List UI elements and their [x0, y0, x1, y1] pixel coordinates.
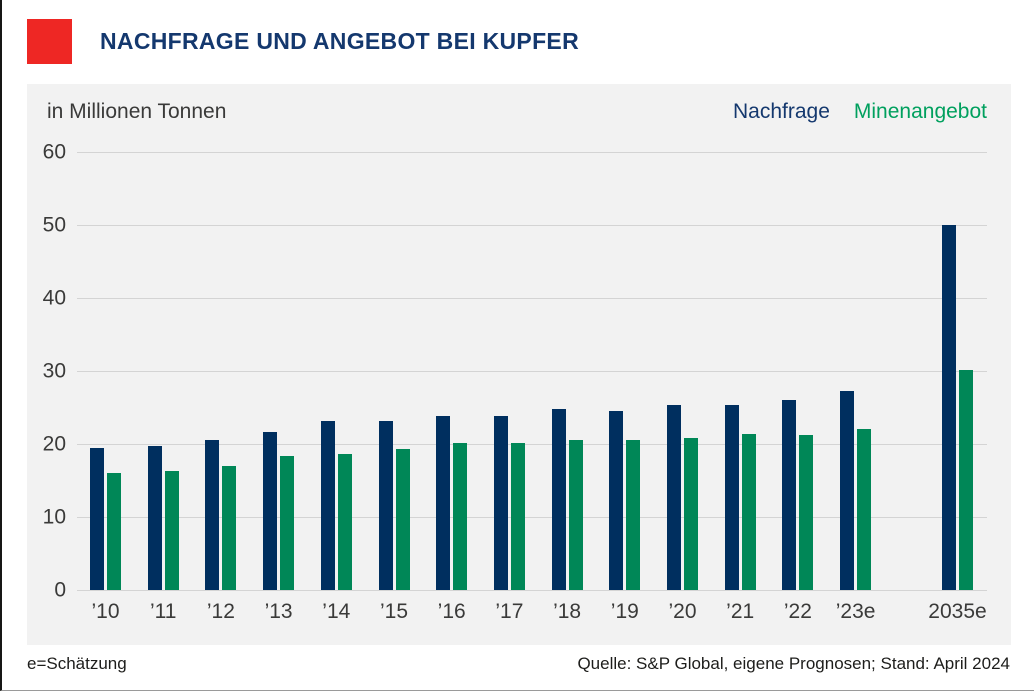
chart-panel-header: in Millionen Tonnen Nachfrage Minenangeb…: [47, 100, 987, 124]
y-tick-label-20: 20: [42, 432, 66, 456]
x-tick-label-’20: ’20: [668, 600, 697, 623]
y-tick-label-30: 30: [42, 359, 66, 383]
bar-group-’15: [378, 420, 410, 590]
bar-nachfrage-’22: [782, 400, 797, 590]
bar-nachfrage-’20: [667, 404, 681, 590]
bar-nachfrage-’21: [724, 405, 739, 590]
bar-minenangebot-’21: [741, 433, 756, 590]
gridline-30: [77, 371, 987, 372]
bar-minenangebot-’15: [395, 449, 410, 590]
unit-label: in Millionen Tonnen: [47, 100, 227, 123]
bar-group-’21: [724, 405, 756, 590]
bar-group-2035e: [942, 225, 973, 590]
bar-nachfrage-’14: [320, 421, 335, 590]
bar-minenangebot-’11: [164, 471, 179, 590]
gridline-60: [77, 152, 987, 153]
bar-nachfrage-’12: [205, 440, 220, 590]
legend-item-nachfrage: Nachfrage: [733, 100, 830, 123]
gridline-20: [77, 444, 987, 445]
bar-group-’16: [436, 416, 468, 590]
y-tick-label-10: 10: [42, 505, 66, 529]
x-tick-label-’11: ’11: [149, 600, 177, 623]
page-title: NACHFRAGE UND ANGEBOT BEI KUPFER: [100, 28, 579, 54]
y-tick-label-40: 40: [42, 286, 66, 310]
bar-minenangebot-’13: [280, 456, 295, 590]
x-tick-label-’12: ’12: [206, 600, 235, 623]
bar-nachfrage-’11: [147, 445, 162, 590]
bar-group-’19: [609, 411, 641, 590]
red-square-logo-icon: [27, 19, 72, 64]
bar-group-’17: [493, 415, 525, 590]
bar-minenangebot-’10: [107, 473, 121, 590]
bar-group-’20: [667, 404, 698, 590]
bar-nachfrage-’10: [90, 447, 104, 590]
x-tick-label-2035e: 2035e: [928, 600, 987, 623]
x-tick-label-’10: ’10: [91, 600, 120, 623]
bar-group-’12: [205, 440, 237, 590]
footer: e=Schätzung Quelle: S&P Global, eigene P…: [27, 654, 1010, 674]
gridline-10: [77, 517, 987, 518]
bar-group-’22: [782, 400, 814, 590]
x-tick-label-’15: ’15: [379, 600, 409, 623]
bar-minenangebot-’17: [510, 443, 525, 590]
chart-panel: in Millionen Tonnen Nachfrage Minenangeb…: [27, 84, 1011, 645]
bar-group-’14: [320, 421, 352, 590]
bar-nachfrage-’19: [609, 411, 624, 590]
bar-nachfrage-’18: [551, 409, 566, 590]
bar-nachfrage-’17: [493, 415, 508, 590]
bar-minenangebot-2035e: [959, 369, 973, 590]
legend: Nachfrage Minenangebot: [733, 100, 987, 124]
bar-minenangebot-’12: [222, 465, 237, 590]
bar-minenangebot-’20: [684, 438, 698, 590]
bar-minenangebot-’22: [799, 434, 814, 590]
bar-group-’10: [90, 447, 121, 590]
source-note: Quelle: S&P Global, eigene Prognosen; St…: [577, 654, 1010, 673]
plot-area: 0 10 20 30 40 50 60 ’10 ’11 ’12 ’13 ’14 ’15 ’16 ’17 ’18…: [43, 142, 987, 623]
y-tick-label-60: 60: [42, 140, 66, 164]
x-tick-label-’23e: ’23e: [835, 600, 876, 623]
bar-nachfrage-’15: [378, 420, 393, 590]
gridline-0: [77, 590, 987, 591]
bar-nachfrage-’16: [436, 416, 451, 590]
y-tick-label-0: 0: [54, 578, 66, 602]
bar-group-’23e: [840, 391, 872, 590]
x-tick-label-’21: ’21: [726, 600, 755, 623]
bar-minenangebot-’14: [337, 453, 352, 590]
bar-group-’11: [147, 445, 179, 590]
x-tick-label-’18: ’18: [553, 600, 582, 623]
gridline-40: [77, 298, 987, 299]
x-tick-label-’16: ’16: [437, 600, 466, 623]
x-tick-label-’14: ’14: [322, 600, 351, 623]
bar-nachfrage-’13: [263, 432, 278, 590]
bar-minenangebot-’19: [626, 440, 641, 590]
bar-group-’13: [263, 432, 295, 590]
bar-nachfrage-’23e: [840, 391, 855, 590]
bar-group-’18: [551, 409, 583, 590]
y-tick-label-50: 50: [42, 213, 66, 237]
x-tick-label-’22: ’22: [783, 600, 812, 623]
bar-minenangebot-’18: [568, 440, 583, 590]
x-tick-label-’17: ’17: [495, 600, 524, 623]
x-tick-label-’13: ’13: [264, 600, 293, 623]
bar-minenangebot-’16: [453, 442, 468, 590]
legend-item-minenangebot: Minenangebot: [853, 100, 987, 123]
header: NACHFRAGE UND ANGEBOT BEI KUPFER: [27, 19, 579, 64]
footnote-estimate: e=Schätzung: [27, 654, 127, 673]
bar-nachfrage-2035e: [942, 225, 956, 590]
x-tick-label-’19: ’19: [610, 600, 639, 623]
gridline-50: [77, 225, 987, 226]
bar-minenangebot-’23e: [857, 429, 872, 590]
